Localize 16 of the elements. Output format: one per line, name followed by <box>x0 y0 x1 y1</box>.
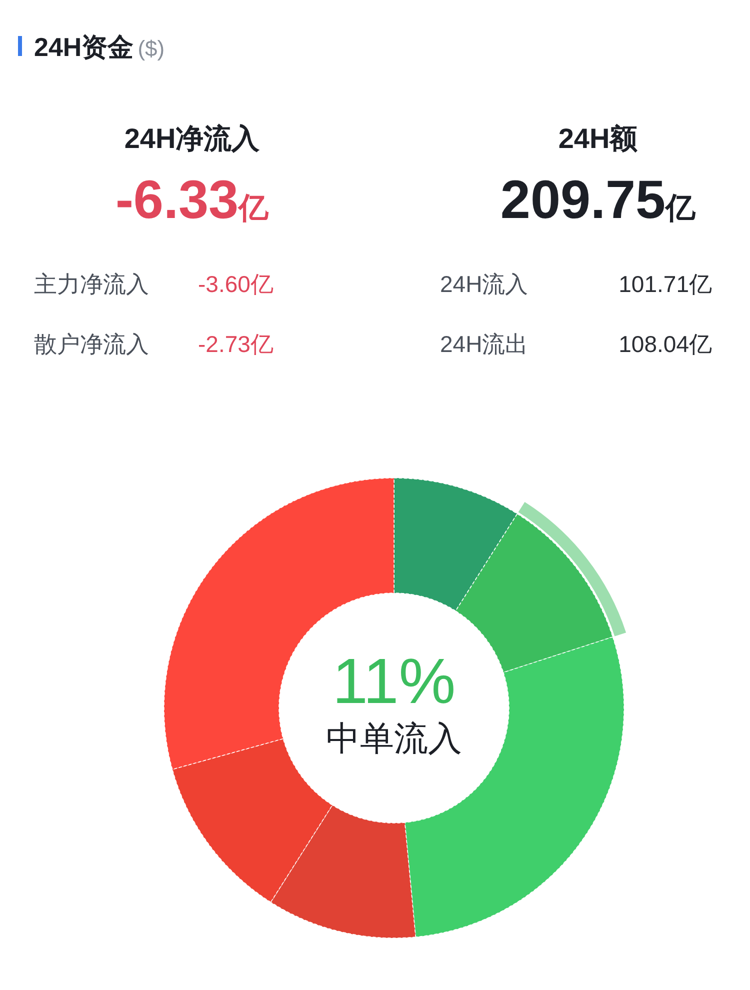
text: 散户净流入 <box>34 331 149 357</box>
text: 主力净流入 <box>34 271 149 297</box>
text: 24H净流入 <box>124 123 261 154</box>
text: ($) <box>138 36 165 61</box>
text: 24H流入 <box>440 271 528 297</box>
text: 209.75亿 <box>500 170 697 230</box>
text: -3.60亿 <box>198 271 274 297</box>
text: 11% <box>332 645 456 717</box>
text: -2.73亿 <box>198 331 274 357</box>
text: 24H流出 <box>440 331 528 357</box>
text: -6.33亿 <box>115 170 270 230</box>
text: 24H资金 <box>34 32 134 62</box>
text: 24H额 <box>558 123 639 154</box>
text: 108.04亿 <box>618 331 712 357</box>
text: 中单流入 <box>326 720 462 758</box>
text: 101.71亿 <box>618 271 712 297</box>
